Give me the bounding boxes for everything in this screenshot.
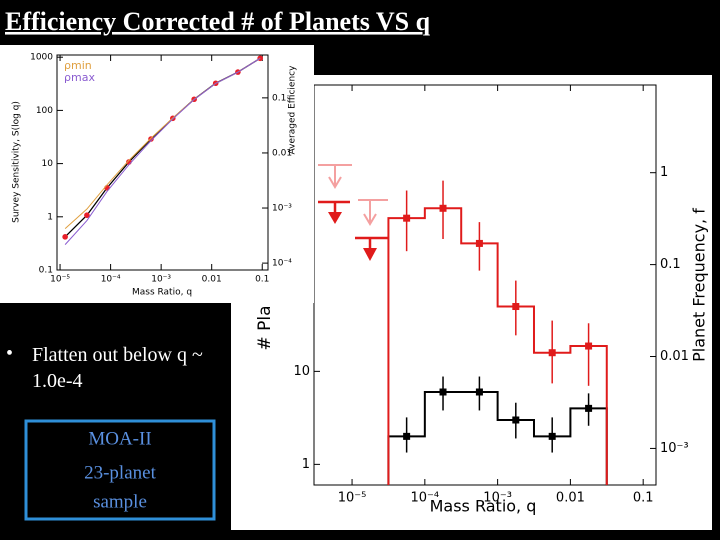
point bbox=[84, 212, 90, 219]
x-tick-label: 0.1 bbox=[255, 275, 269, 285]
x-tick-label: 0.01 bbox=[202, 275, 222, 285]
slide-title: Efficiency Corrected # of Planets VS q bbox=[5, 7, 431, 36]
sample-box bbox=[24, 419, 216, 521]
y-axis-label: Survey Sensitivity, S(log q) bbox=[12, 101, 22, 223]
y2-axis-label: Averaged Efficiency bbox=[288, 65, 298, 155]
y2-tick-label: 10⁻⁴ bbox=[272, 259, 292, 269]
limit-arrow bbox=[318, 164, 352, 189]
y2-tick-label: 0.1 bbox=[660, 257, 681, 272]
x-tick-label: 10⁻⁴ bbox=[101, 275, 121, 285]
x-axis-label: Mass Ratio, q bbox=[132, 288, 192, 298]
y-axis-label: # Pla bbox=[255, 305, 275, 350]
y2-tick-label: 0.1 bbox=[272, 93, 286, 103]
upper-limits bbox=[318, 164, 388, 261]
y-tick-label: 100 bbox=[36, 106, 53, 116]
y2-tick-label: 1 bbox=[660, 165, 668, 180]
bullet-box: Flatten out below q ~ 1.0e-4 bbox=[32, 344, 203, 392]
point bbox=[475, 239, 483, 247]
point bbox=[62, 234, 68, 240]
x-tick-label: 10⁻⁵ bbox=[338, 491, 367, 506]
point bbox=[512, 416, 520, 424]
x-axis-label: Mass Ratio, q bbox=[430, 497, 537, 516]
sensitivity-chart: 10⁻⁵ 10⁻⁴ 10⁻³ 0.01 0.1 0.1 1 10 100 1000 10⁻⁴ 10⁻³… bbox=[12, 53, 298, 298]
y2-tick-label: 10⁻³ bbox=[272, 204, 292, 214]
point bbox=[439, 204, 447, 212]
box-line: 23-planet bbox=[84, 462, 156, 483]
point bbox=[148, 136, 154, 142]
point bbox=[403, 214, 411, 222]
point bbox=[585, 342, 593, 350]
box-line: MOA-II bbox=[88, 428, 151, 449]
point bbox=[439, 388, 447, 396]
bullet-text: Flatten out below q ~ 1.0e-4 bbox=[32, 344, 203, 392]
x-tick-label: 10⁻³ bbox=[483, 491, 512, 506]
bullet-mark: • bbox=[6, 343, 13, 365]
legend-entry: ρmax bbox=[64, 71, 95, 84]
y2-tick-label: 0.01 bbox=[272, 148, 292, 158]
y2-tick-label: 0.01 bbox=[660, 349, 689, 364]
histogram-outline bbox=[387, 207, 608, 485]
series-line bbox=[64, 57, 261, 245]
legend-entry: ρmin bbox=[64, 59, 92, 72]
box-line: sample bbox=[93, 491, 147, 512]
point bbox=[475, 388, 483, 396]
point bbox=[548, 432, 556, 440]
x-tick-label: 10⁻⁵ bbox=[50, 275, 70, 285]
arrow-head bbox=[363, 248, 377, 261]
point bbox=[548, 349, 556, 357]
y-tick-label: 10 bbox=[293, 364, 310, 379]
x-tick-label: 10⁻³ bbox=[151, 275, 171, 285]
point bbox=[403, 432, 411, 440]
y-tick-label: 1 bbox=[47, 212, 53, 222]
point bbox=[585, 404, 593, 412]
limit-arrow bbox=[358, 199, 388, 226]
y2-tick-label: 10⁻³ bbox=[660, 441, 689, 456]
arrow-head bbox=[328, 212, 342, 224]
y2-axis-label: Planet Frequency, f bbox=[690, 208, 709, 362]
y-tick-label: 10 bbox=[42, 159, 54, 169]
point bbox=[512, 303, 520, 311]
histogram-outline bbox=[387, 390, 608, 485]
y-tick-label: 0.1 bbox=[39, 266, 53, 276]
y-tick-label: 1 bbox=[302, 457, 310, 472]
plot-frame bbox=[56, 54, 269, 271]
x-tick-label: 0.1 bbox=[633, 491, 654, 506]
left-panel bbox=[0, 45, 314, 303]
y-tick-label: 1000 bbox=[30, 53, 53, 63]
x-tick-label: 10⁻⁴ bbox=[411, 491, 440, 506]
x-tick-label: 0.01 bbox=[556, 491, 585, 506]
